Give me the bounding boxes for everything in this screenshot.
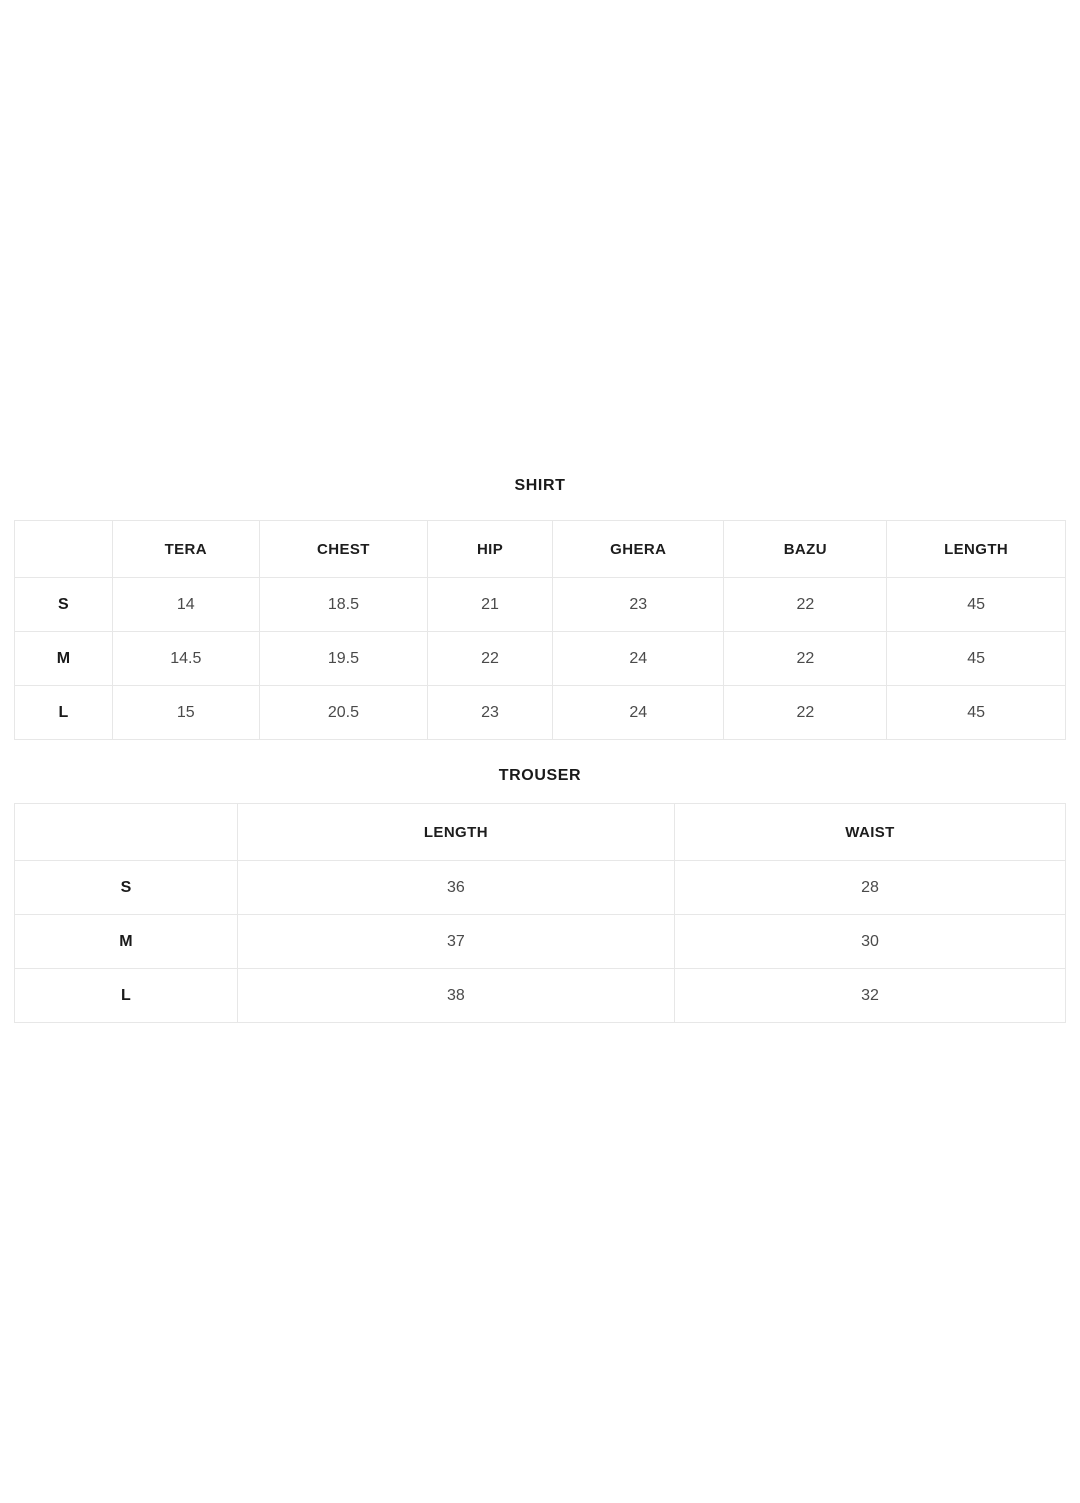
column-header-hip: HIP [427, 520, 554, 578]
measurement-cell: 22 [723, 685, 888, 740]
column-header-bazu: BAZU [723, 520, 888, 578]
measurement-cell: 30 [674, 914, 1066, 969]
size-cell: M [14, 631, 113, 686]
measurement-cell: 45 [886, 577, 1066, 632]
measurement-cell: 22 [427, 631, 554, 686]
table-row-trouser-l: L 38 32 [14, 968, 1066, 1023]
measurement-cell: 23 [427, 685, 554, 740]
column-header-length: LENGTH [886, 520, 1066, 578]
column-header-empty [14, 803, 238, 861]
table-row-shirt-s: S 14 18.5 21 23 22 45 [14, 577, 1066, 632]
shirt-size-table: TERA CHEST HIP GHERA BAZU LENGTH S 14 18… [14, 520, 1066, 740]
column-header-length: LENGTH [236, 803, 676, 861]
table-row-shirt-m: M 14.5 19.5 22 24 22 45 [14, 631, 1066, 686]
measurement-cell: 21 [427, 577, 554, 632]
table-row-trouser-m: M 37 30 [14, 914, 1066, 969]
size-cell: L [14, 685, 113, 740]
column-header-waist: WAIST [674, 803, 1066, 861]
measurement-cell: 22 [723, 577, 888, 632]
measurement-cell: 36 [236, 860, 676, 915]
column-header-chest: CHEST [258, 520, 429, 578]
size-cell: L [14, 968, 238, 1023]
measurement-cell: 45 [886, 631, 1066, 686]
measurement-cell: 14.5 [111, 631, 260, 686]
column-header-empty [14, 520, 113, 578]
trouser-header-row: LENGTH WAIST [14, 803, 1066, 861]
size-chart-section: SHIRT TERA CHEST HIP GHERA BAZU LENGTH S… [14, 477, 1066, 1023]
measurement-cell: 23 [552, 577, 725, 632]
table-row-trouser-s: S 36 28 [14, 860, 1066, 915]
measurement-cell: 38 [236, 968, 676, 1023]
measurement-cell: 19.5 [258, 631, 429, 686]
size-cell: S [14, 577, 113, 632]
measurement-cell: 37 [236, 914, 676, 969]
measurement-cell: 20.5 [258, 685, 429, 740]
shirt-header-row: TERA CHEST HIP GHERA BAZU LENGTH [14, 520, 1066, 578]
measurement-cell: 24 [552, 685, 725, 740]
table-row-shirt-l: L 15 20.5 23 24 22 45 [14, 685, 1066, 740]
measurement-cell: 24 [552, 631, 725, 686]
trouser-size-table: LENGTH WAIST S 36 28 M 37 30 L 38 32 [14, 803, 1066, 1023]
size-cell: M [14, 914, 238, 969]
measurement-cell: 45 [886, 685, 1066, 740]
measurement-cell: 18.5 [258, 577, 429, 632]
measurement-cell: 14 [111, 577, 260, 632]
trouser-table-title: TROUSER [498, 767, 582, 784]
column-header-ghera: GHERA [552, 520, 725, 578]
measurement-cell: 15 [111, 685, 260, 740]
measurement-cell: 22 [723, 631, 888, 686]
shirt-table-title: SHIRT [514, 477, 566, 494]
measurement-cell: 32 [674, 968, 1066, 1023]
column-header-tera: TERA [111, 520, 260, 578]
measurement-cell: 28 [674, 860, 1066, 915]
size-cell: S [14, 860, 238, 915]
